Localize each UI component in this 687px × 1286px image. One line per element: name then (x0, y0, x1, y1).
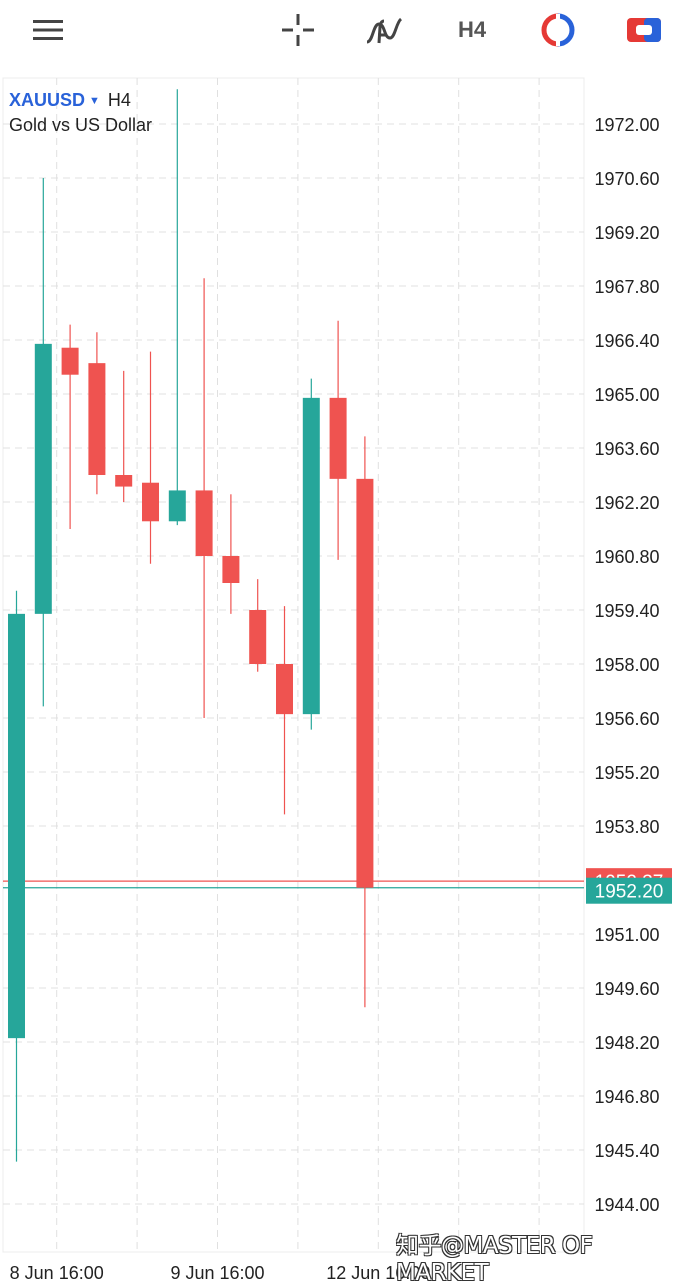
bid-price-tag (586, 877, 672, 904)
candle-body-up (302, 397, 320, 715)
y-tick-label: 1966.40 (594, 331, 659, 351)
y-tick-label: 1949.60 (594, 979, 659, 999)
y-tick-label: 1958.00 (594, 655, 659, 675)
candle-body-down (61, 347, 79, 375)
candle-body-down (249, 610, 267, 664)
symbol-dropdown-icon[interactable]: ▼ (89, 94, 100, 107)
candle-body-down (329, 397, 347, 479)
trade-circle-icon[interactable] (538, 8, 578, 52)
y-tick-label: 1946.80 (594, 1087, 659, 1107)
timeframe-button[interactable]: H4 (452, 8, 492, 52)
candle-body-down (222, 556, 240, 583)
indicator-f-icon[interactable] (362, 8, 406, 52)
y-tick-label: 1970.60 (594, 169, 659, 189)
x-tick-label: 12 Jun 16:00 (326, 1263, 430, 1280)
candle-body-up (34, 343, 52, 614)
candle-body-down (88, 363, 106, 475)
chart-area[interactable]: 1972.00 1970.60 1969.20 1967.80 1966.40 1965.… (0, 62, 687, 1283)
y-tick-label: 1948.20 (594, 1033, 659, 1053)
y-tick-label: 1955.20 (594, 763, 659, 783)
candle-body-down (276, 664, 293, 715)
hamburger-menu-icon[interactable] (28, 8, 68, 52)
symbol-header: XAUUSD ▼ H4 (9, 90, 131, 111)
bid-price-label: 1952.20 (595, 882, 664, 903)
y-tick-label: 1944.00 (594, 1195, 659, 1215)
symbol-timeframe: H4 (107, 90, 131, 110)
symbol-ticker[interactable]: XAUUSD (9, 90, 86, 110)
symbol-description: Gold vs US Dollar (9, 115, 153, 135)
y-tick-label: 1956.60 (594, 709, 659, 729)
candle-body-down (356, 478, 374, 888)
top-toolbar: H4 (0, 0, 687, 62)
candle-body-down (195, 490, 213, 556)
candle-body-up (8, 613, 25, 1039)
plot-background (2, 77, 585, 1253)
y-tick-label: 1953.80 (594, 817, 659, 837)
candlestick-chart[interactable]: 1972.00 1970.60 1969.20 1967.80 1966.40 1965.… (0, 62, 687, 1283)
timeframe-label: H4 (457, 17, 487, 42)
candle-body-up (168, 490, 186, 522)
candle-body-down (115, 475, 133, 487)
crosshair-icon[interactable] (278, 8, 318, 52)
watermark-text: 知乎@MASTER OF MARKET (396, 1233, 593, 1286)
y-tick-label: 1962.20 (594, 493, 659, 513)
y-tick-label: 1960.80 (594, 547, 659, 567)
account-toggle-icon[interactable] (624, 8, 664, 52)
y-tick-label: 1965.00 (594, 385, 659, 405)
x-tick-label: 8 Jun 16:00 (10, 1263, 104, 1280)
candle-body-down (142, 482, 159, 522)
y-tick-label: 1967.80 (594, 277, 659, 297)
y-tick-label: 1959.40 (594, 601, 659, 621)
x-tick-label: 9 Jun 16:00 (170, 1263, 264, 1280)
y-tick-label: 1969.20 (594, 223, 659, 243)
y-tick-label: 1963.60 (594, 439, 659, 459)
y-tick-label: 1945.40 (594, 1141, 659, 1161)
y-tick-label: 1972.00 (594, 115, 659, 135)
y-tick-label: 1951.00 (594, 925, 659, 945)
